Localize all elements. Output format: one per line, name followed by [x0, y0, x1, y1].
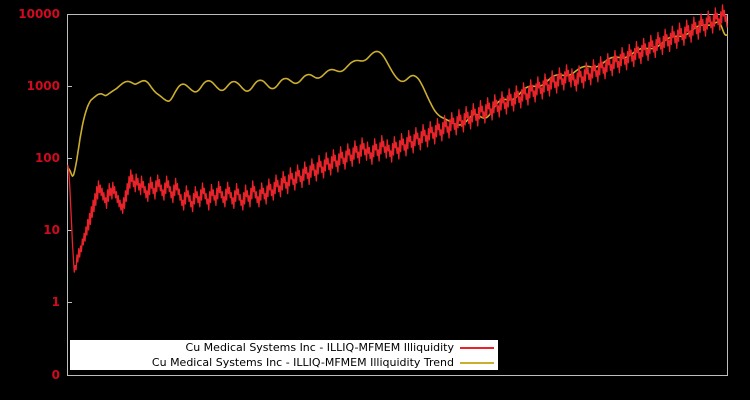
legend-color-swatch	[460, 361, 494, 364]
legend-entry[interactable]: Cu Medical Systems Inc - ILLIQ-MFMEM Ill…	[70, 355, 498, 370]
y-axis-tick-label: 100	[34, 151, 60, 165]
y-axis-tick-label: 0	[51, 368, 60, 382]
y-axis-tick-label: 10000	[18, 7, 60, 21]
legend-color-swatch	[460, 346, 494, 349]
chart-legend[interactable]: Cu Medical Systems Inc - ILLIQ-MFMEM Ill…	[70, 340, 498, 370]
legend-entry[interactable]: Cu Medical Systems Inc - ILLIQ-MFMEM Ill…	[70, 340, 498, 355]
y-axis-tick-label: 10	[43, 223, 60, 237]
y-axis-tick-label: 1000	[26, 79, 60, 93]
axis-frame	[67, 14, 728, 376]
y-axis-tick-label: 1	[51, 295, 60, 309]
legend-entry-label: Cu Medical Systems Inc - ILLIQ-MFMEM Ill…	[185, 341, 454, 354]
series-line-illiquidity	[67, 4, 728, 273]
legend-entry-label: Cu Medical Systems Inc - ILLIQ-MFMEM Ill…	[151, 356, 454, 369]
